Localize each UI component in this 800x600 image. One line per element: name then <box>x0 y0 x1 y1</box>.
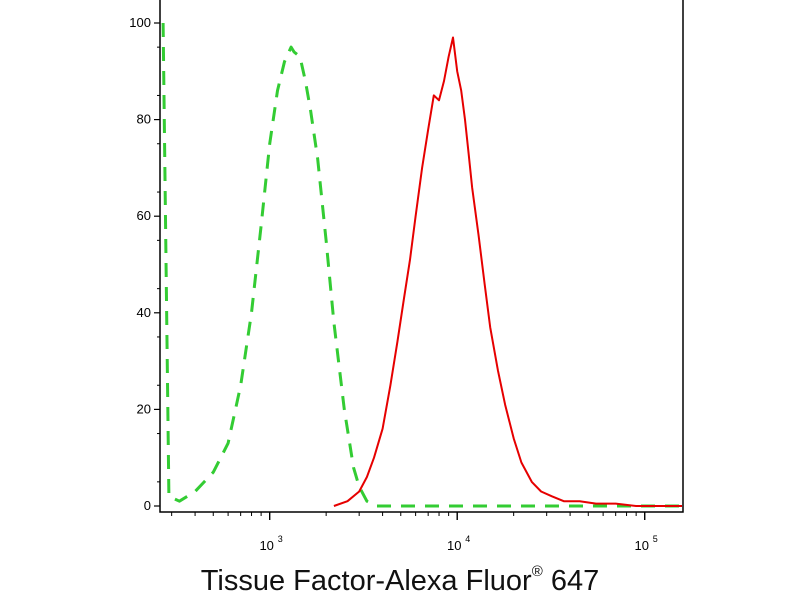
y-tick-label: 20 <box>137 401 151 416</box>
x-tick-exponent: 4 <box>465 534 470 544</box>
plot-frame <box>159 0 684 513</box>
plot-area <box>160 0 683 512</box>
x-axis-label-superscript: ® <box>531 563 543 580</box>
y-tick-label: 100 <box>129 15 151 30</box>
x-tick-exponent: 3 <box>278 534 283 544</box>
y-tick-label: 40 <box>137 305 151 320</box>
x-axis-ticks: 10 3 10 4 10 5 <box>171 512 658 553</box>
x-tick-label: 10 <box>634 538 648 553</box>
y-axis-ticks: 0 20 40 60 80 100 <box>129 15 160 513</box>
x-axis-label: Tissue Factor-Alexa Fluor® 647 <box>0 563 800 598</box>
x-tick-label: 10 <box>447 538 461 553</box>
y-tick-label: 0 <box>144 498 151 513</box>
x-tick-exponent: 5 <box>653 534 658 544</box>
x-tick-label: 10 <box>259 538 273 553</box>
sample-histogram-line <box>333 36 682 507</box>
y-tick-label: 80 <box>137 112 151 127</box>
y-tick-label: 60 <box>137 208 151 223</box>
series-lines <box>161 22 682 508</box>
control-histogram-line <box>161 22 682 508</box>
x-axis-label-suffix: 647 <box>542 565 600 597</box>
x-axis-label-text: Tissue Factor-Alexa Fluor <box>200 565 532 597</box>
